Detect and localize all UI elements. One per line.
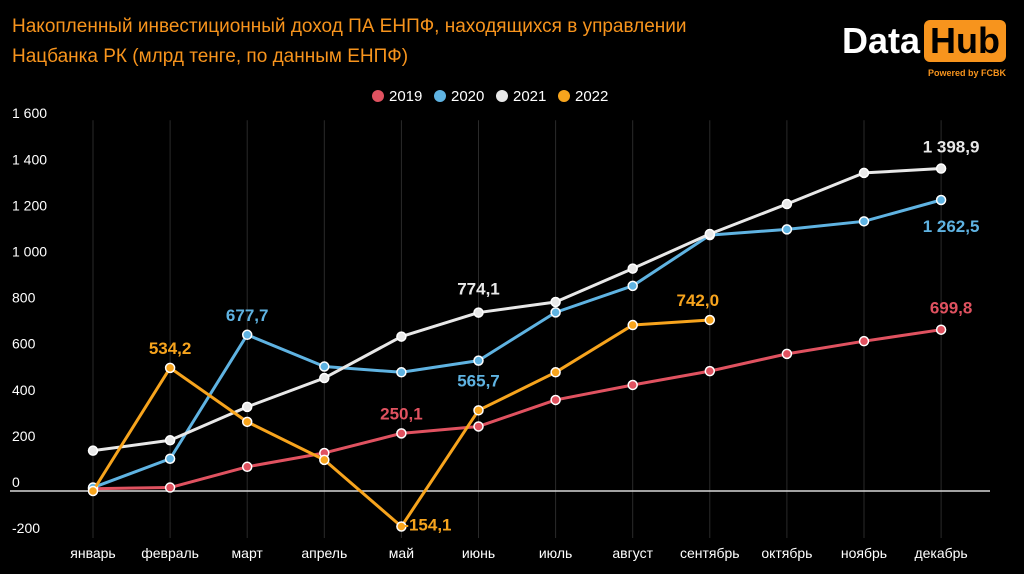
y-tick-label: 1 400 — [12, 151, 47, 167]
y-tick-label: 200 — [12, 428, 36, 444]
legend-marker-2020 — [434, 90, 446, 102]
legend-label-2021: 2021 — [513, 88, 546, 105]
legend-marker-2021 — [496, 90, 508, 102]
data-point-2020 — [627, 280, 638, 292]
data-point-2020 — [858, 216, 870, 227]
x-tick-label: март — [232, 545, 264, 561]
data-label-2022: 742,0 — [677, 291, 720, 310]
data-label-2019: 250,1 — [380, 404, 423, 423]
data-point-2022 — [550, 367, 561, 378]
data-point-2019 — [550, 394, 561, 406]
data-point-2019 — [164, 482, 176, 493]
data-point-2019 — [473, 421, 484, 432]
data-label-2021: 774,1 — [457, 280, 500, 299]
data-point-2022 — [319, 454, 330, 466]
x-tick-label: июнь — [462, 545, 495, 561]
data-point-2019 — [781, 348, 793, 360]
data-point-2021 — [550, 296, 561, 308]
x-tick-label: май — [389, 545, 414, 561]
data-point-2020 — [319, 361, 330, 372]
data-label-2020: 1 262,5 — [923, 217, 980, 236]
data-point-2021 — [858, 167, 870, 179]
datahub-logo: Data Hub Powered by FCBK — [842, 20, 1006, 78]
legend-label-2020: 2020 — [451, 88, 484, 105]
x-tick-label: декабрь — [914, 545, 967, 561]
data-point-2021 — [319, 372, 330, 384]
chart-title-line2: Нацбанка РК (млрд тенге, по данным ЕНПФ) — [12, 46, 409, 67]
y-tick-label: 1 600 — [12, 105, 47, 121]
data-point-2021 — [396, 331, 407, 342]
data-label-2022: -154,1 — [403, 516, 451, 535]
legend-label-2022: 2022 — [575, 88, 608, 105]
x-tick-label: сентябрь — [680, 545, 740, 561]
data-point-2020 — [396, 367, 407, 378]
data-point-2022 — [241, 416, 253, 428]
y-tick-label: -200 — [12, 520, 40, 536]
data-point-2020 — [935, 194, 947, 206]
data-label-2020: 677,7 — [226, 306, 269, 325]
data-point-2022 — [473, 405, 484, 416]
data-point-2019 — [704, 365, 716, 377]
data-point-2020 — [781, 224, 793, 235]
y-tick-label: 1 000 — [12, 244, 47, 260]
y-tick-label: 800 — [12, 290, 36, 306]
x-tick-label: январь — [70, 545, 115, 561]
y-tick-label: 1 200 — [12, 197, 47, 213]
chart-title: Накопленный инвестиционный доход ПА ЕНПФ… — [12, 12, 792, 72]
data-label-2021: 1 398,9 — [923, 138, 980, 157]
data-label-2019: 699,8 — [930, 299, 973, 318]
data-point-2019 — [241, 461, 253, 473]
data-point-2019 — [935, 324, 947, 335]
logo-data-text: Data — [841, 20, 921, 61]
y-tick-label: 400 — [12, 382, 36, 398]
data-point-2020 — [550, 307, 561, 318]
data-point-2019 — [627, 379, 638, 391]
data-label-2020: 565,7 — [457, 372, 500, 391]
data-point-2021 — [935, 163, 947, 174]
y-tick-label: 600 — [12, 336, 36, 352]
series-line-2019 — [92, 328, 942, 491]
data-point-2021 — [781, 198, 793, 210]
logo-hub-text: Hub — [924, 20, 1006, 62]
legend-label-2019: 2019 — [389, 88, 422, 105]
x-tick-label: ноябрь — [841, 545, 887, 561]
data-point-2022 — [396, 521, 407, 532]
data-point-2020 — [473, 355, 484, 366]
data-point-2022 — [87, 485, 99, 497]
x-tick-label: февраль — [141, 545, 199, 561]
data-point-2020 — [241, 329, 253, 341]
data-point-2021 — [473, 307, 484, 318]
legend-marker-2019 — [372, 90, 384, 102]
data-label-2022: 534,2 — [149, 339, 192, 358]
data-point-2020 — [164, 453, 176, 464]
data-point-2019 — [396, 428, 407, 439]
data-point-2019 — [858, 335, 870, 347]
data-point-2022 — [627, 319, 638, 331]
x-tick-label: апрель — [301, 545, 347, 561]
series-line-2020 — [92, 198, 942, 489]
data-point-2021 — [704, 228, 716, 240]
data-point-2021 — [627, 263, 638, 274]
legend-marker-2022 — [558, 90, 570, 102]
data-point-2021 — [87, 445, 99, 456]
chart-title-line1: Накопленный инвестиционный доход ПА ЕНПФ… — [12, 16, 687, 37]
data-point-2022 — [164, 362, 176, 374]
y-tick-label: 0 — [12, 474, 20, 490]
data-point-2021 — [164, 435, 176, 446]
logo-powered-by: Powered by FCBK — [927, 68, 1006, 78]
data-point-2022 — [704, 314, 716, 326]
x-tick-label: июль — [539, 545, 572, 561]
x-tick-label: октябрь — [761, 545, 812, 561]
series-line-2021 — [92, 167, 942, 453]
x-tick-label: август — [612, 545, 653, 561]
data-point-2021 — [241, 401, 253, 413]
